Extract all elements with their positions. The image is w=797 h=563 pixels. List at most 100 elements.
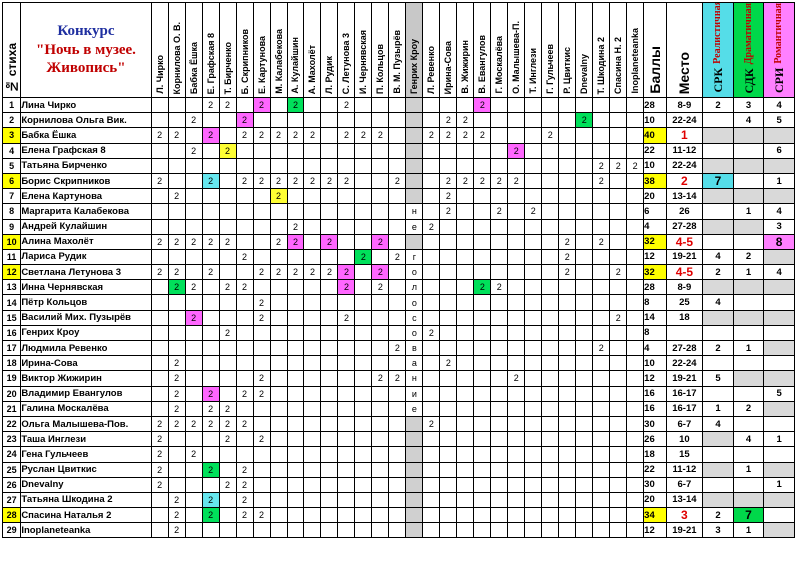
nomination-score: 3 [732,96,765,114]
score-cell [303,218,322,235]
score-cell: 2 [167,127,186,144]
nomination-score [702,461,734,478]
nomination-score: 3 [702,522,734,539]
total-score: 22 [643,142,667,159]
score-cell [507,294,526,311]
score-cell [524,248,543,266]
score-cell: 2 [167,400,186,417]
score-cell [371,309,390,326]
score-cell [337,431,356,448]
score-cell [354,279,373,296]
nomination-score: 4 [702,294,734,311]
score-cell [405,507,424,524]
score-cell [558,142,577,159]
score-cell: г [405,248,424,266]
score-cell [235,400,254,417]
score-cell [184,385,203,402]
place: 22-24 [665,157,704,174]
score-cell [575,355,594,372]
score-cell [558,112,577,129]
author-name: Инна Чернявская [20,279,152,296]
score-cell [524,309,543,326]
score-cell: 2 [252,127,271,144]
header-num: № стиха [1,2,22,98]
author-name: Борис Скрипников [20,172,152,190]
score-cell [456,415,475,433]
score-cell [167,142,186,159]
score-cell: 2 [167,415,186,433]
score-cell [269,446,288,463]
score-cell [473,264,492,281]
nomination-score [702,157,734,174]
score-cell [592,248,611,266]
title-line: Конкурс [57,23,115,39]
total-score: 6 [643,203,667,220]
nomination-score [763,157,795,174]
score-cell [388,461,407,478]
score-cell [541,431,560,448]
score-cell [490,461,509,478]
score-cell [320,324,339,342]
author-name: Людмила Ревенко [20,339,152,357]
total-score: 12 [643,370,667,387]
score-cell [269,218,288,235]
score-cell [592,507,611,524]
judge-name: О. Малышева-П. [511,21,522,94]
score-cell [541,339,560,357]
score-cell [592,142,611,159]
judge-name: Л. Чирко [154,55,165,94]
total-score: 12 [643,522,667,539]
author-name: Владимир Евангулов [20,385,152,402]
judge-header: Т. Инглези [524,2,543,98]
score-cell: 2 [456,112,475,129]
nomination-score [702,142,734,159]
score-cell [371,248,390,266]
judge-header: Dnevalny [575,2,594,98]
score-cell [592,385,611,402]
score-cell: 2 [286,264,305,281]
score-cell [439,400,458,417]
score-cell: 2 [269,188,288,205]
score-cell [558,355,577,372]
score-cell [337,248,356,266]
score-cell [388,294,407,311]
score-cell: 2 [252,385,271,402]
score-cell: о [405,294,424,311]
place: 18 [665,309,704,326]
score-cell [286,522,305,539]
score-cell [507,522,526,539]
score-cell [609,355,628,372]
nomination-score [763,294,795,311]
score-cell [541,370,560,387]
score-cell [371,400,390,417]
score-cell: 2 [439,355,458,372]
score-cell [524,324,543,342]
score-cell [456,355,475,372]
score-cell [490,446,509,463]
score-cell [303,415,322,433]
score-cell [609,370,628,387]
score-cell [575,127,594,144]
score-cell [507,188,526,205]
score-cell [354,491,373,509]
score-cell [439,476,458,493]
score-cell [286,188,305,205]
author-name: Василий Мих. Пузырёв [20,309,152,326]
score-cell [575,385,594,402]
score-cell [184,203,203,220]
score-cell [388,522,407,539]
score-cell [592,127,611,144]
nomination-score [763,248,795,266]
score-cell [439,385,458,402]
score-cell [507,355,526,372]
score-cell: 2 [575,112,594,129]
score-cell [371,294,390,311]
score-cell [575,431,594,448]
score-cell [371,157,390,174]
score-cell [252,233,271,250]
total-score: 10 [643,157,667,174]
score-cell [269,461,288,478]
score-cell [490,431,509,448]
score-cell [541,476,560,493]
score-cell [473,415,492,433]
